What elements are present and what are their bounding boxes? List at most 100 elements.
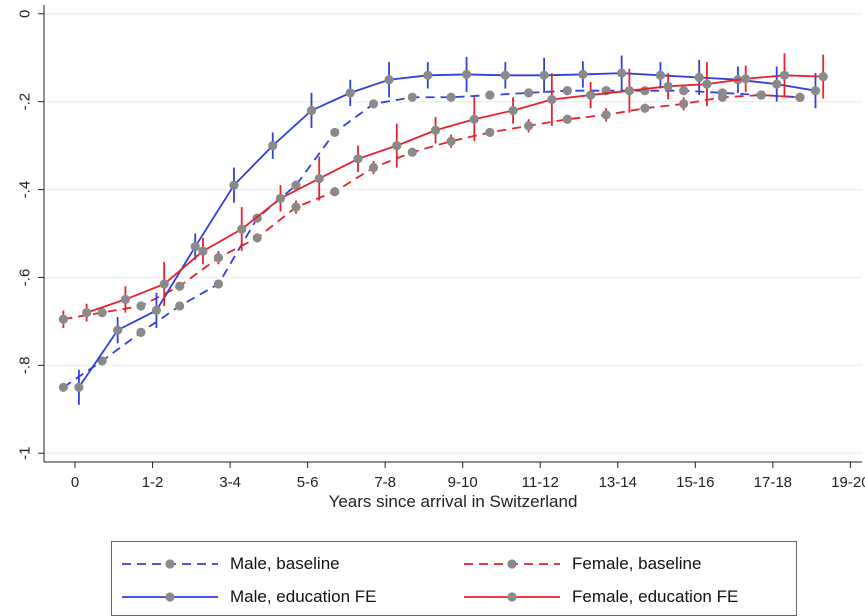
data-point — [291, 180, 301, 190]
data-point — [82, 307, 92, 318]
data-point — [291, 202, 301, 212]
y-tick-label: -.2 — [16, 93, 33, 111]
x-tick-label: 7-8 — [374, 474, 396, 491]
data-point — [353, 154, 363, 164]
data-point — [237, 224, 247, 234]
data-point — [314, 173, 324, 184]
legend-swatch — [464, 559, 560, 569]
data-point — [392, 141, 402, 151]
y-tick-label: -.6 — [16, 269, 33, 287]
legend-swatch-marker — [507, 592, 517, 602]
y-tick-label: -.4 — [16, 181, 33, 199]
data-point — [252, 233, 262, 243]
x-tick-label: 11-12 — [522, 474, 559, 491]
y-tick-label: -.8 — [16, 357, 33, 375]
data-point — [275, 193, 286, 203]
data-point — [97, 307, 107, 318]
data-point — [586, 90, 596, 100]
data-point — [229, 180, 239, 190]
data-point — [190, 242, 200, 252]
data-point — [368, 99, 379, 109]
legend-item-female-education-fe: Female, education FE — [462, 584, 738, 610]
data-point — [679, 99, 689, 109]
legend-item-male-education-fe: Male, education FE — [120, 584, 376, 610]
data-point — [461, 69, 472, 80]
data-point — [663, 81, 673, 91]
data-point — [151, 305, 162, 315]
data-point — [446, 92, 456, 102]
data-point — [694, 72, 704, 83]
data-point — [384, 75, 394, 85]
data-point — [818, 72, 828, 82]
x-axis-title: Years since arrival in Switzerland — [329, 492, 578, 511]
data-point — [795, 92, 805, 102]
data-point — [578, 69, 588, 80]
data-point — [213, 279, 224, 289]
data-point — [779, 70, 790, 80]
data-point — [810, 86, 821, 96]
series-3 — [82, 53, 828, 322]
data-point — [120, 294, 131, 305]
series-2 — [74, 55, 821, 405]
legend-swatch — [122, 592, 218, 602]
data-point — [113, 325, 123, 335]
legend-swatch — [122, 559, 218, 569]
x-tick-label: 17-18 — [754, 474, 792, 491]
legend-label: Female, baseline — [572, 554, 702, 573]
x-tick-label: 9-10 — [448, 474, 478, 491]
series-line — [62, 89, 801, 389]
legend-item-male-baseline: Male, baseline — [120, 551, 340, 577]
data-point — [330, 127, 340, 138]
y-tick-label: 0 — [16, 10, 33, 18]
data-point — [741, 74, 751, 84]
series-line — [86, 74, 824, 314]
legend-label: Female, education FE — [572, 587, 739, 606]
data-point — [58, 314, 68, 324]
data-point — [523, 121, 534, 131]
data-point — [423, 70, 433, 80]
data-point — [539, 70, 549, 80]
data-point — [159, 279, 169, 289]
data-point — [562, 114, 572, 124]
data-point — [345, 88, 355, 98]
x-tick-label: 5-6 — [297, 474, 319, 491]
series-1 — [58, 90, 805, 328]
chart: 0 -.2 -.4 -.6 -.8 -1 0 1-2 3-4 5-6 7-8 9-10 11-12 13-… — [16, 5, 865, 511]
data-point — [772, 79, 782, 89]
data-point — [717, 92, 728, 102]
data-point — [306, 105, 317, 116]
data-point — [213, 253, 224, 263]
data-point — [655, 70, 666, 80]
data-point — [407, 92, 417, 102]
x-tick-label: 13-14 — [599, 474, 637, 491]
data-point — [601, 110, 611, 120]
data-point — [136, 327, 146, 337]
legend-label: Male, education FE — [230, 587, 377, 606]
data-point — [640, 103, 650, 113]
data-point — [97, 356, 107, 366]
series-line — [78, 72, 816, 388]
data-point — [469, 114, 479, 124]
data-point — [523, 88, 534, 98]
data-point — [58, 382, 68, 392]
data-point — [485, 90, 495, 100]
x-tick-label: 3-4 — [219, 474, 241, 491]
data-point — [702, 79, 712, 89]
legend: Male, baseline Female, baseline Male, ed… — [111, 541, 797, 616]
data-point — [617, 68, 627, 78]
data-point — [407, 147, 417, 157]
data-point — [547, 94, 557, 105]
data-point — [198, 246, 208, 256]
x-tick-label: 1-2 — [142, 474, 164, 491]
data-point — [640, 86, 650, 96]
data-point — [500, 70, 510, 80]
data-point — [430, 125, 441, 135]
data-point — [368, 162, 379, 173]
data-point — [508, 105, 518, 116]
data-point — [562, 86, 572, 96]
legend-swatch-marker — [165, 592, 175, 602]
legend-swatch-marker — [507, 559, 517, 569]
data-point — [268, 141, 278, 151]
legend-item-female-baseline: Female, baseline — [462, 551, 701, 577]
legend-label: Male, baseline — [230, 554, 340, 573]
